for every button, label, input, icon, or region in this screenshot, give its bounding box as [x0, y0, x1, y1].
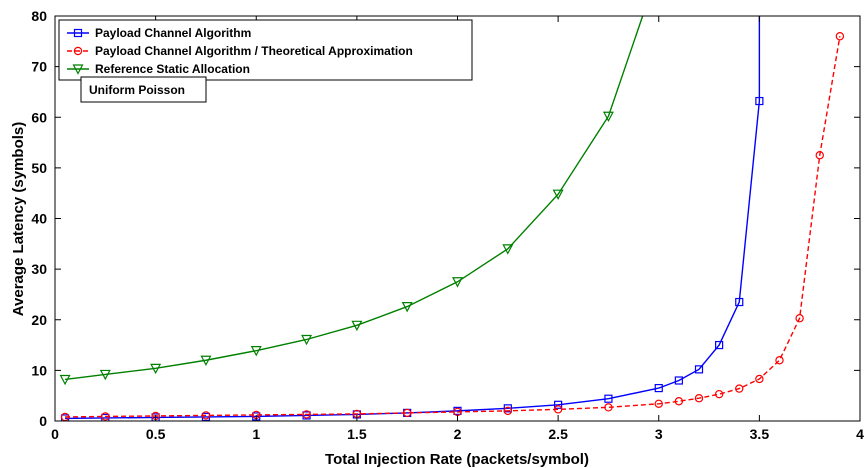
y-tick-label: 80 [31, 8, 47, 24]
data-point [200, 355, 212, 367]
data-point [201, 411, 211, 420]
data-point [402, 408, 412, 418]
series-line [64, 16, 644, 381]
data-point [604, 394, 613, 403]
data-point [99, 369, 111, 381]
y-tick-label: 60 [31, 109, 47, 125]
annotation-box-frame [80, 76, 207, 103]
data-point [715, 340, 724, 350]
data-point [503, 406, 513, 416]
data-point [401, 301, 413, 313]
annotation-text: Uniform Poisson [89, 83, 185, 97]
y-axis-label: Average Latency (symbols) [10, 122, 27, 317]
data-point [795, 314, 804, 323]
x-tick-label: 3.5 [750, 426, 770, 442]
legend-marker [73, 46, 83, 56]
legend-label: Payload Channel Algorithm [95, 26, 251, 40]
legend-marker [72, 64, 84, 75]
plot-layer [59, 16, 845, 421]
legend-marker [73, 28, 83, 38]
data-point [250, 346, 262, 357]
y-tick-label: 10 [31, 362, 47, 378]
series-3 [59, 16, 644, 386]
x-tick-label: 1.5 [347, 426, 367, 442]
data-point [502, 244, 514, 255]
data-point [735, 384, 744, 393]
data-point [150, 363, 162, 375]
data-point [59, 374, 71, 386]
axes-layer: Total Injection Rate (packets/symbol) Av… [10, 8, 864, 468]
x-tick-label: 2.5 [548, 426, 568, 442]
legend: Payload Channel Algorithm Payload Channel… [58, 19, 473, 81]
data-point [351, 320, 363, 332]
series-2 [60, 32, 845, 421]
data-point [775, 356, 784, 365]
data-point [101, 412, 110, 421]
data-point [654, 399, 663, 408]
data-point [694, 365, 704, 374]
x-tick-label: 2 [454, 426, 462, 442]
y-tick-label: 30 [31, 261, 47, 277]
x-tick-label: 4 [856, 426, 864, 442]
data-point [553, 405, 563, 414]
data-point [674, 397, 684, 406]
data-point [552, 189, 564, 200]
data-point [503, 404, 512, 413]
data-point [452, 277, 463, 288]
data-point [554, 400, 563, 409]
data-point [302, 410, 311, 419]
legend-label: Payload Channel Algorithm / Theoretical … [95, 44, 413, 58]
data-point [714, 389, 724, 399]
data-point [654, 383, 663, 393]
x-tick-label: 1 [252, 426, 260, 442]
y-tick-label: 40 [31, 211, 47, 227]
y-tick-label: 20 [31, 312, 47, 328]
x-tick-label: 3 [655, 426, 663, 442]
data-point [301, 334, 313, 346]
x-tick-label: 0.5 [146, 426, 166, 442]
data-point [755, 374, 764, 384]
data-point [815, 151, 824, 160]
legend-label: Reference Static Allocation [95, 62, 250, 76]
series-line [65, 16, 761, 420]
data-point [604, 403, 613, 412]
data-point [694, 394, 704, 403]
y-tick-label: 0 [39, 413, 47, 429]
y-tick-label: 50 [31, 160, 47, 176]
series-line [65, 36, 841, 418]
data-point [674, 376, 683, 385]
data-point [602, 111, 614, 123]
data-point [735, 297, 744, 307]
data-point [755, 96, 764, 106]
data-point [835, 32, 845, 41]
legend-frame [58, 19, 473, 81]
y-tick-label: 70 [31, 59, 47, 75]
x-tick-label: 0 [51, 426, 59, 442]
annotation-box: Uniform Poisson [80, 76, 207, 103]
x-axis-label: Total Injection Rate (packets/symbol) [325, 451, 589, 468]
